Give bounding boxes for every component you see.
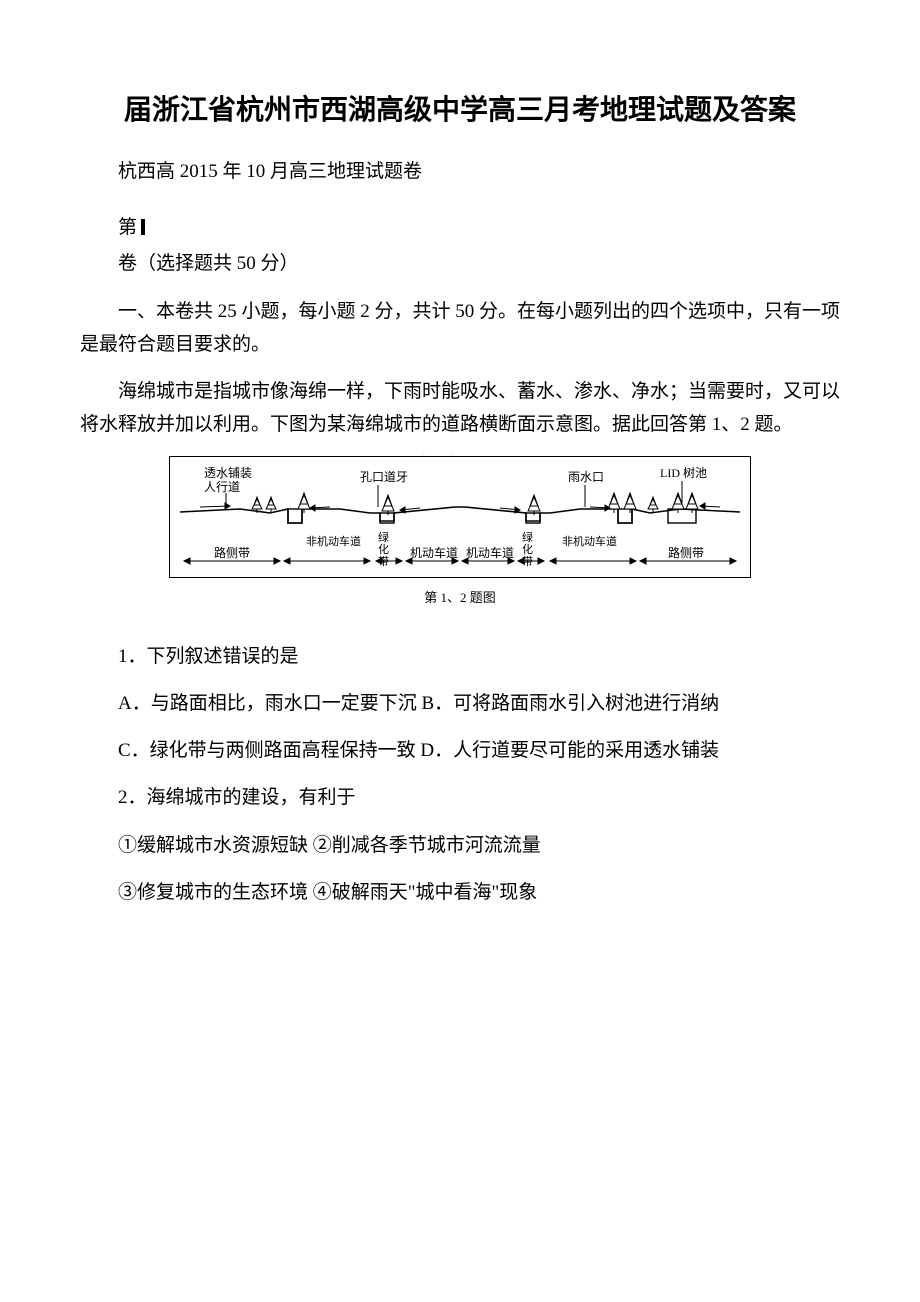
label-roadside-1: 路侧带 (214, 545, 250, 560)
zone-arrows (180, 558, 740, 564)
label-motor-1: 机动车道 (410, 545, 458, 560)
label-nonmotor-1: 非机动车道 (306, 534, 361, 548)
label-nonmotor-2: 非机动车道 (562, 534, 617, 548)
section-marker: 第 (80, 213, 840, 243)
label-green-2a: 绿 (522, 530, 533, 544)
label-green-2c: 带 (522, 555, 533, 568)
label-green-1c: 带 (378, 555, 389, 568)
label-sidewalk: 人行道 (204, 480, 240, 494)
q1-stem: 1．下列叙述错误的是 (80, 640, 840, 673)
q2-line1: ①缓解城市水资源短缺 ②削减各季节城市河流流量 (80, 829, 840, 862)
q1-options-cd: C．绿化带与两侧路面高程保持一致 D．人行道要尽可能的采用透水铺装 (80, 734, 840, 767)
diagram-container: www.bdocx.com 透水铺装 人行道 孔口道牙 雨水口 LID 树池 (80, 456, 840, 606)
q1-options-ab: A．与路面相比，雨水口一定要下沉 B．可将路面雨水引入树池进行消纳 (80, 687, 840, 720)
exam-subtitle: 杭西高 2015 年 10 月高三地理试题卷 (80, 156, 840, 183)
label-green-2b: 化 (522, 542, 533, 556)
label-green-1a: 绿 (378, 530, 389, 544)
section-subtitle: 卷（选择题共 50 分） (80, 247, 840, 280)
label-permeable-paving: 透水铺装 (204, 466, 252, 480)
section-prefix: 第 (118, 217, 137, 238)
page-title: 届浙江省杭州市西湖高级中学高三月考地理试题及答案 (80, 90, 840, 132)
diagram-caption: 第 1、2 题图 (80, 587, 840, 606)
road-cross-section-diagram: 透水铺装 人行道 孔口道牙 雨水口 LID 树池 (169, 456, 751, 578)
section-bar-icon (141, 219, 145, 235)
label-curb-opening: 孔口道牙 (360, 470, 408, 484)
label-roadside-2: 路侧带 (668, 545, 704, 560)
q2-stem: 2．海绵城市的建设，有利于 (80, 781, 840, 814)
context-paragraph: 海绵城市是指城市像海绵一样，下雨时能吸水、蓄水、渗水、净水；当需要时，又可以将水… (80, 375, 840, 442)
q2-line2: ③修复城市的生态环境 ④破解雨天"城中看海"现象 (80, 876, 840, 909)
label-motor-2: 机动车道 (466, 545, 514, 560)
label-lid-tree-pit: LID 树池 (660, 465, 707, 480)
tree-icon (252, 493, 698, 515)
instructions-text: 一、本卷共 25 小题，每小题 2 分，共计 50 分。在每小题列出的四个选项中… (80, 295, 840, 362)
label-green-1b: 化 (378, 542, 389, 556)
label-rain-inlet: 雨水口 (568, 470, 604, 484)
